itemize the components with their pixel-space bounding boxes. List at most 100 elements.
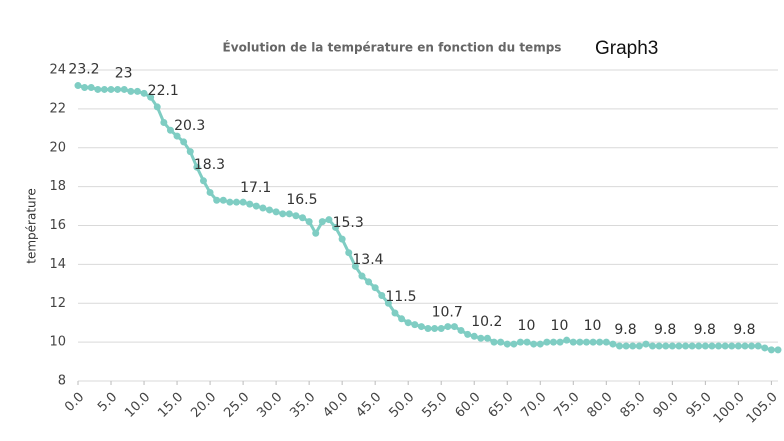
y-tick-label: 8: [58, 374, 66, 389]
data-label: 18.3: [194, 157, 225, 173]
x-tick-label: 90.0: [651, 390, 682, 421]
point: [616, 342, 624, 350]
point: [582, 338, 590, 346]
point: [569, 338, 577, 346]
point: [695, 342, 703, 350]
point: [74, 82, 82, 90]
point: [384, 299, 392, 307]
point: [206, 188, 214, 196]
point: [622, 342, 630, 350]
point: [351, 262, 359, 270]
y-tick-label: 14: [49, 257, 66, 272]
y-tick-label: 18: [49, 179, 66, 194]
x-tick-label: 65.0: [485, 390, 516, 421]
point: [338, 235, 346, 243]
x-tick-label: 15.0: [155, 390, 186, 421]
point: [734, 342, 742, 350]
data-label: 23: [115, 65, 133, 81]
data-label: 9.8: [694, 322, 716, 338]
point: [629, 342, 637, 350]
point: [160, 118, 168, 126]
x-tick-label: 75.0: [552, 390, 583, 421]
point: [305, 218, 313, 226]
x-tick-label: 50.0: [386, 390, 417, 421]
point: [404, 319, 412, 327]
x-tick-label: 35.0: [287, 390, 318, 421]
point: [266, 206, 274, 214]
point: [417, 323, 425, 331]
point: [464, 330, 472, 338]
point: [391, 309, 399, 317]
x-tick-label: 55.0: [419, 390, 450, 421]
data-label: 16.5: [286, 192, 317, 208]
x-tick-label: 5.0: [95, 390, 120, 415]
data-label: 22.1: [148, 83, 179, 99]
point: [114, 85, 122, 93]
point: [477, 334, 485, 342]
point: [398, 315, 406, 323]
point: [332, 223, 340, 231]
point: [226, 198, 234, 206]
x-tick-label: 25.0: [221, 390, 252, 421]
point: [140, 89, 148, 97]
point: [424, 325, 432, 333]
point: [655, 342, 663, 350]
data-label: 13.4: [352, 252, 383, 268]
x-tick-label: 45.0: [353, 390, 384, 421]
point: [767, 346, 775, 354]
point: [682, 342, 690, 350]
point: [213, 196, 221, 204]
point: [147, 93, 155, 101]
point: [728, 342, 736, 350]
point: [199, 177, 207, 185]
data-label: 10: [584, 318, 602, 334]
point: [549, 338, 557, 346]
y-axis-label: température: [25, 188, 39, 263]
point: [701, 342, 709, 350]
point: [133, 87, 141, 95]
y-tick-label: 22: [49, 101, 66, 116]
x-tick-label: 20.0: [188, 390, 219, 421]
data-label: 20.3: [174, 118, 205, 134]
point: [180, 138, 188, 146]
point: [437, 325, 445, 333]
x-tick-label: 0.0: [62, 390, 87, 415]
point: [120, 85, 128, 93]
point: [470, 332, 478, 340]
data-label: 9.8: [733, 322, 755, 338]
point: [450, 323, 458, 331]
point: [378, 291, 386, 299]
x-tick-label: 100.0: [711, 390, 748, 427]
point: [100, 85, 108, 93]
point: [563, 336, 571, 344]
point: [490, 338, 498, 346]
point: [186, 148, 194, 156]
point: [675, 342, 683, 350]
x-tick-label: 105.0: [744, 390, 781, 427]
point: [94, 85, 102, 93]
point: [166, 126, 174, 134]
data-label: 9.8: [614, 322, 636, 338]
point: [318, 218, 326, 226]
point: [365, 278, 373, 286]
data-label: 9.8: [654, 322, 676, 338]
point: [358, 272, 366, 280]
point: [556, 338, 564, 346]
point: [523, 338, 531, 346]
point: [662, 342, 670, 350]
data-label: 10.2: [471, 314, 502, 330]
point: [774, 346, 782, 354]
point: [497, 338, 505, 346]
y-tick-label: 24: [49, 63, 66, 78]
point: [516, 338, 524, 346]
point: [127, 87, 135, 95]
point: [272, 208, 280, 216]
point: [312, 229, 320, 237]
point: [239, 198, 247, 206]
point: [602, 338, 610, 346]
point: [635, 342, 643, 350]
data-label: 10: [518, 318, 536, 334]
point: [107, 85, 115, 93]
point: [596, 338, 604, 346]
x-tick-label: 80.0: [585, 390, 616, 421]
